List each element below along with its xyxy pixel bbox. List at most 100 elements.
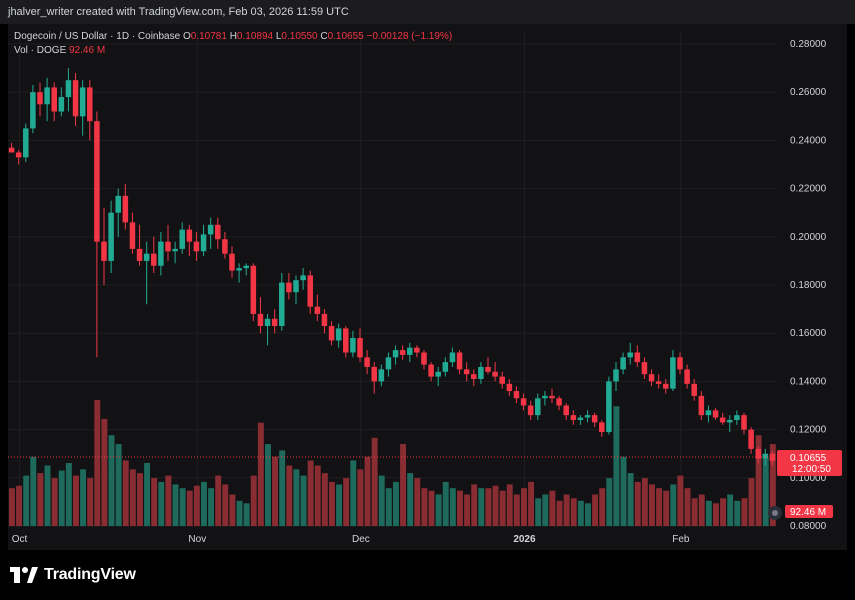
candle-body [264, 318, 271, 326]
volume-bar [513, 494, 520, 526]
candle-body [79, 87, 86, 117]
candle-body [51, 87, 57, 112]
volume-bar [741, 498, 748, 526]
volume-bar [229, 494, 236, 526]
legend-vol-value: 92.46 M [69, 45, 106, 56]
volume-bar [357, 469, 364, 526]
x-tick-label: Dec [352, 534, 370, 545]
candle-body [606, 381, 612, 433]
volume-bar [670, 484, 677, 526]
volume-bar [144, 463, 151, 526]
candle-body [15, 152, 22, 158]
y-tick-label: 0.08000 [790, 521, 827, 532]
candle-body [712, 410, 719, 418]
volume-bar [663, 490, 670, 526]
tradingview-logo-icon [10, 567, 38, 583]
y-tick-label: 0.16000 [790, 328, 827, 339]
volume-bar [286, 465, 293, 526]
candle-body [236, 268, 242, 271]
tradingview-logo[interactable]: TradingView [10, 566, 136, 584]
volume-bar [649, 484, 655, 526]
volume-bar [705, 500, 712, 526]
x-tick-label: Nov [188, 534, 206, 545]
candle-body [428, 364, 434, 377]
volume-bar [641, 478, 648, 526]
candle-body [613, 369, 619, 382]
volume-bar [442, 481, 449, 526]
candle-body [670, 357, 676, 389]
candles [8, 68, 776, 466]
legend-close: 0.10655 [327, 31, 364, 42]
candle-body [229, 253, 235, 271]
volume-bar [521, 488, 527, 526]
candle-body [151, 253, 157, 266]
chart-panel[interactable] [8, 24, 847, 550]
volume-bar [201, 481, 207, 526]
volume-bar [428, 490, 435, 526]
candle-body [542, 395, 548, 399]
volume-bar [250, 475, 257, 526]
candle-body [385, 357, 392, 370]
volume-bar [151, 478, 158, 526]
candle-body [328, 325, 335, 341]
candle-body [350, 338, 356, 353]
volume-bar [16, 485, 23, 526]
candle-body [115, 195, 121, 213]
tv-circle-icon[interactable] [768, 506, 782, 520]
volume-bar [172, 484, 179, 526]
candle-body [435, 371, 441, 377]
volume-bar [677, 475, 684, 526]
y-axis: 0.08000 0.10000 0.12000 0.14000 0.16000 0.180… [790, 39, 827, 532]
volume-bar [421, 488, 428, 526]
candle-body [684, 369, 690, 384]
volume-bar [606, 478, 613, 526]
footer [0, 550, 855, 600]
legend-low: 0.10550 [281, 31, 318, 42]
volume-bar [44, 465, 51, 526]
candle-body [456, 352, 463, 370]
candle-body [165, 241, 171, 252]
candle-body [371, 366, 377, 382]
candle-body [129, 222, 136, 249]
volume-bar [23, 475, 30, 526]
candle-body [72, 80, 79, 117]
volume-bar [115, 444, 122, 526]
tradingview-logo-text: TradingView [44, 566, 136, 583]
candle-body [471, 374, 477, 380]
candle-body [719, 417, 726, 423]
y-tick-label: 0.28000 [790, 39, 827, 50]
volume-bar [620, 456, 627, 526]
candle-body [243, 265, 249, 269]
candle-body [23, 128, 29, 158]
volume-bar [457, 490, 463, 526]
volume-bar [300, 475, 307, 526]
candle-body [122, 195, 129, 223]
candle-body [734, 415, 740, 420]
watermark-header: jhalver_writer created with TradingView.… [0, 0, 855, 24]
candle-body [691, 383, 697, 396]
candle-body [599, 422, 605, 433]
volume-bar [691, 498, 698, 526]
candle-body [570, 415, 577, 420]
candle-body [335, 328, 342, 341]
candle-body [200, 234, 207, 252]
x-axis: Oct Nov Dec 2026 Feb [12, 534, 690, 545]
candle-body [193, 241, 200, 252]
candle-body [584, 415, 591, 418]
legend-symbol: Dogecoin / US Dollar · 1D · Coinbase [14, 31, 181, 42]
candle-body [506, 383, 513, 392]
price-badge: 0.10655 12:00:50 [777, 450, 842, 476]
legend-open-label: O [182, 31, 191, 42]
candle-body [271, 318, 278, 326]
candle-body [741, 415, 747, 430]
candle-body [392, 350, 399, 358]
volume-bar [570, 498, 577, 526]
candle-body [563, 405, 569, 416]
candle-body [677, 357, 683, 370]
volume-bar [80, 469, 87, 526]
candle-body [641, 362, 648, 375]
volume-bar [94, 400, 101, 526]
candle-body [307, 275, 313, 307]
volume-bar [599, 488, 606, 526]
